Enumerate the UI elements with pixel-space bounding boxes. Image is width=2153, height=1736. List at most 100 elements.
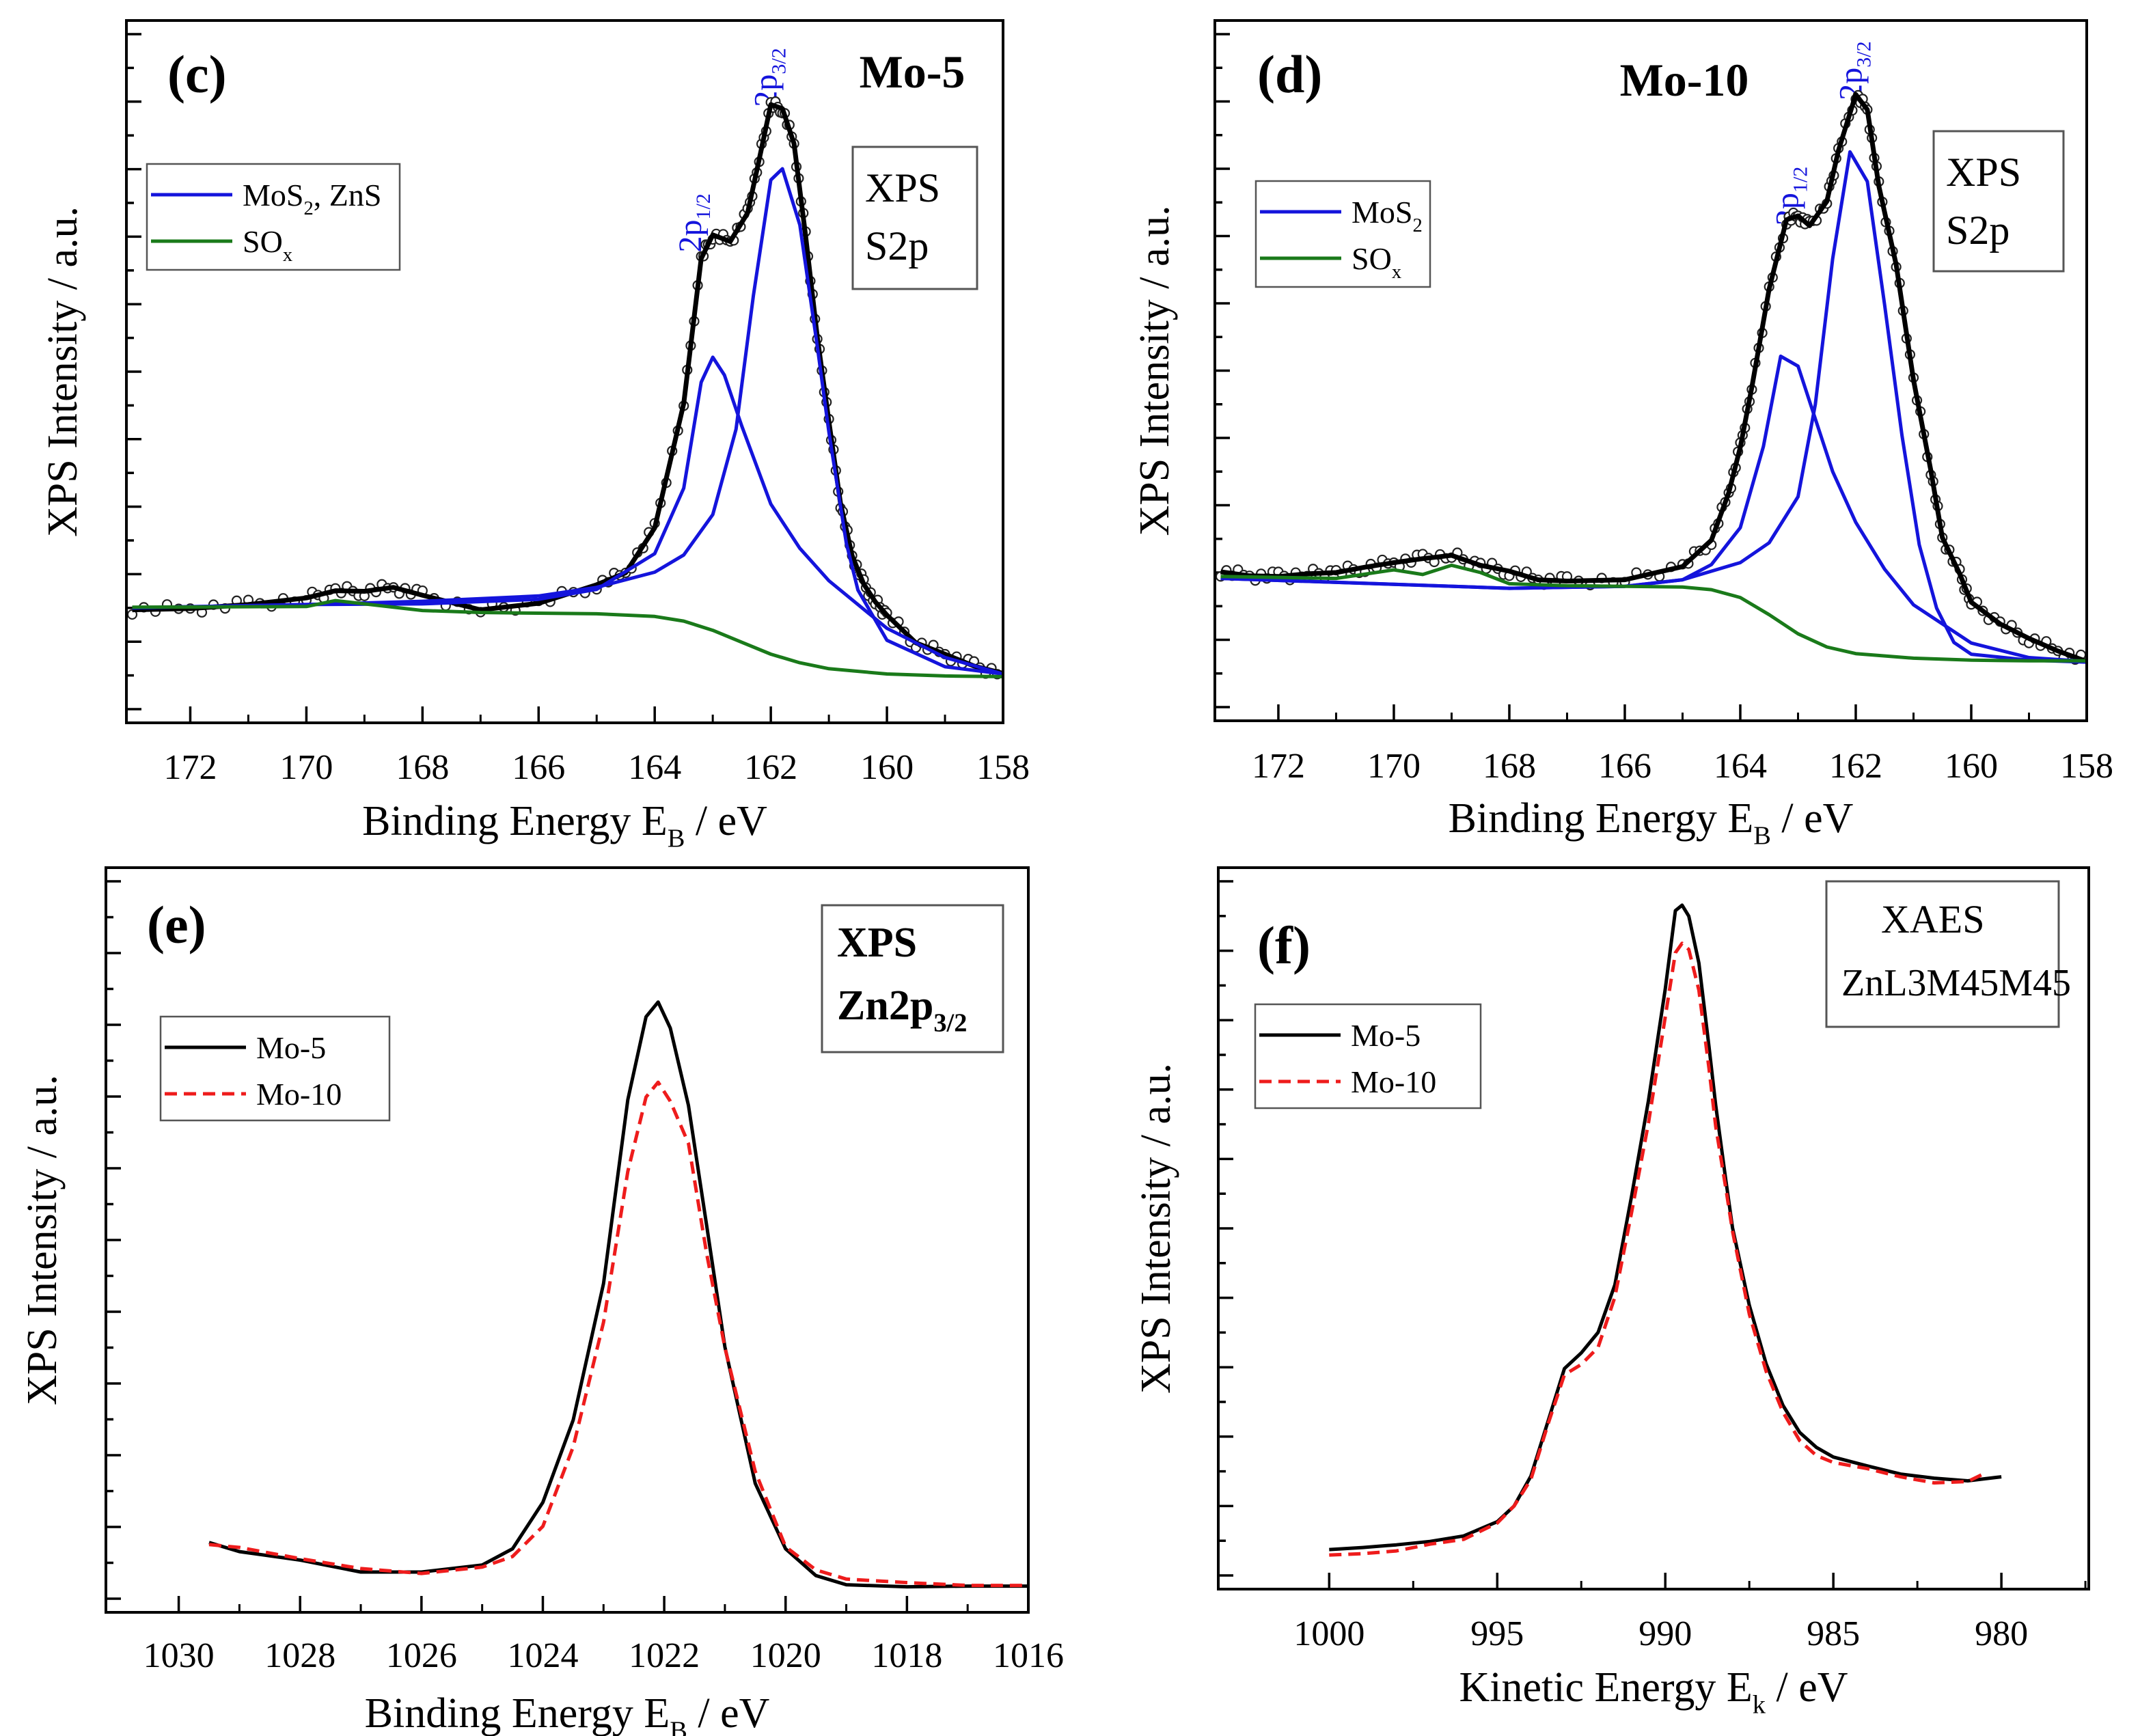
x-tick-label: 995 (1470, 1614, 1524, 1653)
legend-label-main: Mo-5 (256, 1030, 326, 1065)
x-tick-label: 170 (279, 748, 333, 787)
legend: MoS2, ZnS SOx (146, 163, 401, 271)
x-tick-label: 1000 (1293, 1614, 1365, 1653)
legend-label-sub: 2 (1412, 215, 1422, 236)
x-tick-label: 990 (1638, 1614, 1692, 1653)
series-line-mo-10 (208, 1080, 1027, 1588)
legend-label: Mo-10 (1351, 1064, 1436, 1099)
x-tick-label: 1026 (386, 1636, 457, 1675)
series-line-mo-5 (1329, 903, 2002, 1552)
panel-label: (e) (147, 895, 206, 954)
series-group (1329, 903, 2002, 1557)
series-group (208, 1000, 1027, 1589)
info-box-line: XPS (1946, 150, 2021, 195)
peak-annotation-sub: 1/2 (1789, 167, 1811, 193)
x-tick-label: 168 (1483, 747, 1536, 786)
info-box-line: S2p (1946, 208, 2010, 253)
legend-label-sub: 2 (303, 198, 313, 219)
legend-box (1254, 1003, 1482, 1110)
legend-label-main: Mo-10 (256, 1077, 342, 1112)
legend: Mo-5 Mo-10 (159, 1015, 391, 1122)
panel-label: (c) (167, 44, 227, 104)
legend-box (159, 1015, 391, 1122)
info-box (821, 904, 1004, 1053)
x-axis-label-main: Kinetic Energy E (1459, 1664, 1752, 1711)
x-axis-label-tail: / eV (1766, 1664, 1848, 1711)
x-tick-label: 980 (1975, 1614, 2028, 1653)
y-axis-label: XPS Intensity / a.u. (1132, 206, 1178, 536)
legend-label-main: MoS (243, 178, 303, 212)
x-tick-label: 1020 (750, 1636, 821, 1675)
x-tick-label: 172 (163, 748, 217, 787)
legend-label-sub: x (1392, 262, 1401, 283)
x-tick-label: 1024 (507, 1636, 578, 1675)
series-line-fit-envelope (1220, 92, 2085, 664)
x-axis-label: Binding Energy EB / eV (365, 1690, 770, 1736)
legend-label-main: Mo-10 (1351, 1064, 1436, 1099)
x-tick-label: 170 (1367, 747, 1421, 786)
x-axis-label-sub: k (1753, 1690, 1766, 1719)
x-axis-label-sub: B (1753, 821, 1771, 850)
y-axis-label: XPS Intensity / a.u. (40, 206, 86, 537)
series-line-mo-10 (1329, 941, 1986, 1557)
series-group (1216, 89, 2085, 665)
y-axis-label: XPS Intensity / a.u. (1133, 1063, 1179, 1394)
legend-label: Mo-10 (256, 1077, 342, 1112)
legend-label-sub: x (283, 245, 292, 266)
x-tick-label: 172 (1252, 747, 1305, 786)
series-line-sox-background (1220, 563, 2085, 663)
x-axis-label: Binding Energy EB / eV (1449, 795, 1854, 850)
peak-annotation-sub: 3/2 (768, 48, 791, 74)
y-axis-label: XPS Intensity / a.u. (19, 1075, 66, 1405)
x-tick-label: 1016 (993, 1636, 1064, 1675)
x-tick-label: 1022 (629, 1636, 700, 1675)
panel-title: Mo-10 (1620, 54, 1749, 106)
x-tick-label: 164 (1714, 747, 1767, 786)
panel-label: (f) (1257, 915, 1311, 975)
panel-c: 172 170 168 166 164 162 160 158 Binding Energy E… (40, 19, 1030, 853)
info-box-line: ZnL3M45M45 (1841, 962, 2071, 1004)
panel-label: (d) (1257, 44, 1322, 104)
x-tick-label: 158 (976, 748, 1030, 787)
peak-annotation: 2p3/2 (1833, 41, 1875, 100)
series-line-sox-background (132, 598, 1002, 678)
x-axis-label-sub: B (668, 824, 685, 853)
x-tick-label: 158 (2060, 747, 2113, 786)
panel-f: 1000 995 990 985 980 Kinetic Energy Ek / eV XP… (1133, 866, 2090, 1719)
series-line-2p1-2 (132, 355, 1002, 676)
x-tick-label: 1018 (871, 1636, 942, 1675)
x-tick-label: 1028 (264, 1636, 335, 1675)
info-box-line-main: Zn2p (837, 982, 933, 1029)
data-point (128, 609, 138, 620)
panel-d: 172 170 168 166 164 162 160 158 Binding Energy E… (1132, 19, 2113, 850)
x-tick-label: 166 (1598, 747, 1651, 786)
info-box-line-main: XPS (837, 920, 917, 966)
info-box-line: XPS (865, 165, 940, 210)
legend-box (146, 163, 401, 271)
x-axis-label-sub: B (670, 1716, 687, 1736)
x-axis-label: Kinetic Energy Ek / eV (1459, 1664, 1848, 1719)
series-line-2p3-2 (132, 167, 1002, 676)
peak-annotation-sub: 1/2 (692, 193, 715, 219)
x-axis-label-tail: / eV (685, 798, 767, 844)
info-box-line: Zn2p3/2 (837, 982, 967, 1037)
series-line-mo-5 (208, 1000, 1027, 1589)
info-box-line: XPS (837, 920, 917, 966)
x-tick-label: 985 (1807, 1614, 1860, 1653)
legend-label-main: SO (243, 224, 283, 259)
panel-title: Mo-5 (860, 46, 965, 98)
x-tick-label: 162 (744, 748, 797, 787)
legend-label: Mo-5 (256, 1030, 326, 1065)
x-tick-label: 164 (628, 748, 681, 787)
x-tick-label: 160 (860, 748, 914, 787)
series-group (128, 96, 1002, 680)
legend: MoS2 SOx (1254, 180, 1431, 288)
legend-label: MoS2 (1352, 195, 1423, 236)
panel-e: 1030 1028 1026 1024 1022 1020 1018 1016 Binding … (19, 866, 1064, 1736)
legend-label-main: MoS (1352, 195, 1412, 230)
legend-label-tail: , ZnS (314, 178, 382, 212)
info-box (1932, 130, 2065, 273)
legend: Mo-5 Mo-10 (1254, 1003, 1482, 1110)
legend-label: SOx (1352, 241, 1401, 283)
